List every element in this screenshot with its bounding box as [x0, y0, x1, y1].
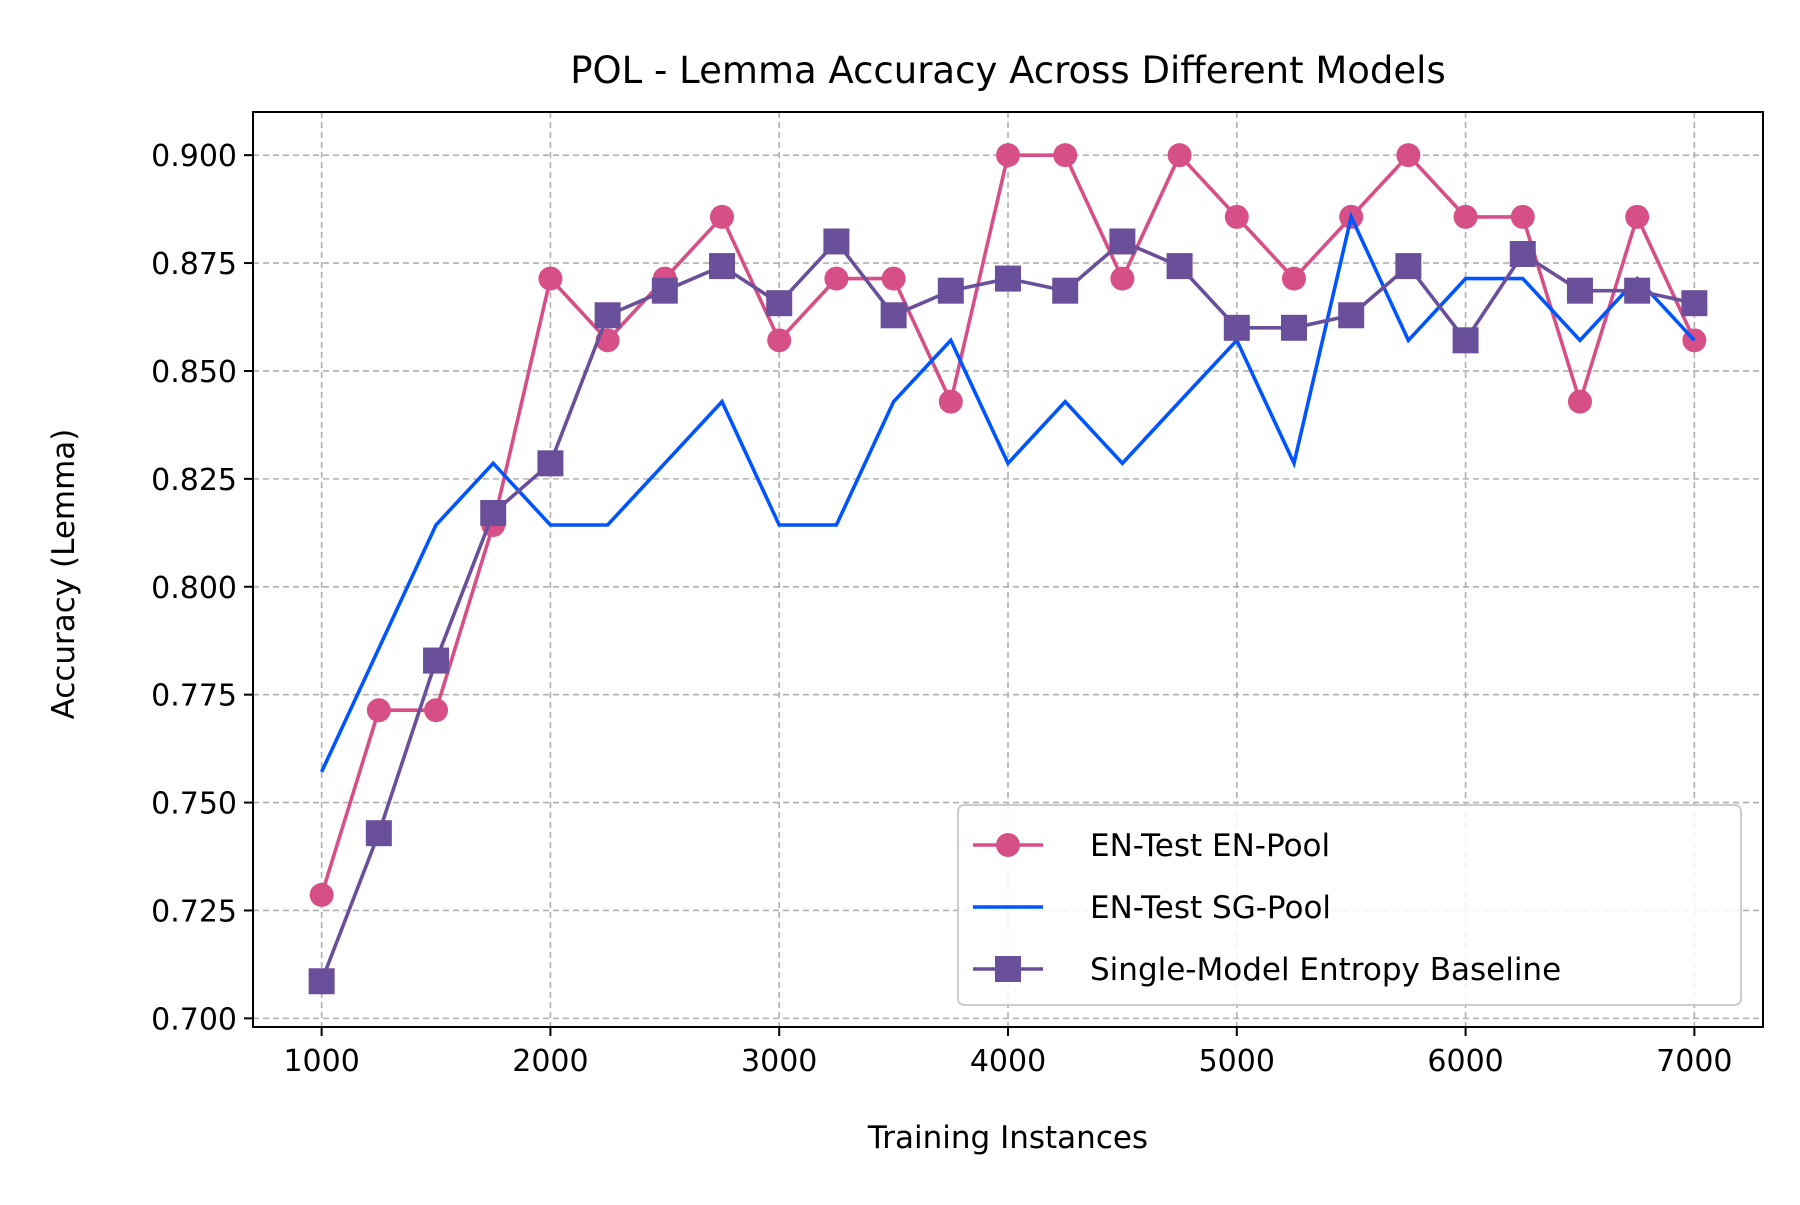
legend-label: EN-Test SG-Pool [1090, 890, 1331, 926]
data-point [309, 882, 334, 907]
data-point [594, 302, 621, 329]
data-point [880, 302, 907, 329]
y-axis-label: Accuracy (Lemma) [46, 429, 82, 720]
series-line [319, 211, 1696, 773]
legend: EN-Test EN-Pool EN-Test SG-Pool Single-Mod… [957, 804, 1742, 1006]
data-point [480, 499, 507, 526]
x-tick-label: 5000 [1199, 1044, 1275, 1079]
data-point [1396, 143, 1421, 168]
data-point [1624, 277, 1651, 304]
data-point [1109, 228, 1136, 255]
x-tick-label: 6000 [1427, 1044, 1503, 1079]
series-3 [308, 228, 1708, 995]
data-point [1567, 389, 1592, 414]
data-point [308, 968, 335, 995]
x-tick-label: 3000 [741, 1044, 817, 1079]
y-tick-label: 0.725 [151, 894, 237, 929]
data-point [423, 647, 450, 674]
x-tick-label: 7000 [1656, 1044, 1732, 1079]
data-point [366, 698, 391, 723]
data-point [709, 253, 736, 280]
y-tick-label: 0.875 [151, 247, 237, 282]
legend-label: EN-Test EN-Pool [1090, 828, 1330, 864]
axes: 1000 2000 3000 4000 5000 6000 7000 0.700 0.725 0.… [151, 139, 1732, 1079]
data-point [766, 290, 793, 317]
data-point [938, 389, 963, 414]
data-point [767, 328, 792, 353]
data-point [1625, 204, 1650, 229]
data-point [538, 266, 563, 291]
data-point [996, 143, 1020, 168]
legend-marker [996, 833, 1020, 857]
series-layer [308, 143, 1708, 995]
data-point [823, 228, 850, 255]
data-point [1681, 290, 1708, 317]
data-point [1281, 266, 1306, 291]
chart-title: POL - Lemma Accuracy Across Different Mo… [570, 49, 1445, 92]
legend-box [957, 804, 1742, 1006]
data-point [537, 450, 564, 477]
x-tick-label: 2000 [512, 1044, 588, 1079]
data-point [1224, 204, 1249, 229]
data-point [365, 820, 392, 847]
data-point [1566, 277, 1593, 304]
data-point [1510, 204, 1535, 229]
data-point [1338, 302, 1365, 329]
y-tick-label: 0.775 [151, 679, 237, 714]
data-point [424, 698, 449, 723]
legend-entry: Single-Model Entropy Baseline [973, 952, 1561, 988]
y-tick-label: 0.850 [151, 355, 237, 390]
data-point [1167, 143, 1192, 168]
x-tick-label: 4000 [970, 1044, 1046, 1079]
series-2 [319, 211, 1696, 773]
data-point [1053, 143, 1078, 168]
data-point [651, 277, 678, 304]
data-point [881, 266, 906, 291]
y-tick-label: 0.700 [151, 1002, 237, 1037]
data-point [1052, 277, 1079, 304]
data-point [937, 277, 964, 304]
data-point [824, 266, 849, 291]
data-point [1453, 204, 1478, 229]
legend-entry: EN-Test EN-Pool [973, 828, 1330, 864]
data-point [710, 204, 735, 229]
y-tick-label: 0.825 [151, 463, 237, 498]
data-point [995, 265, 1021, 292]
data-point [1452, 327, 1479, 354]
y-tick-label: 0.750 [151, 787, 237, 822]
data-point [1509, 240, 1536, 267]
legend-marker [995, 956, 1021, 982]
legend-label: Single-Model Entropy Baseline [1090, 952, 1561, 988]
x-tick-label: 1000 [283, 1044, 359, 1079]
legend-entry: EN-Test SG-Pool [973, 890, 1331, 926]
x-axis-label: Training Instances [867, 1120, 1148, 1156]
data-point [1395, 253, 1422, 280]
data-point [1110, 266, 1135, 291]
data-point [1166, 253, 1193, 280]
y-tick-label: 0.900 [151, 139, 237, 174]
data-point [1223, 314, 1250, 341]
data-point [1280, 314, 1307, 341]
y-tick-label: 0.800 [151, 571, 237, 606]
